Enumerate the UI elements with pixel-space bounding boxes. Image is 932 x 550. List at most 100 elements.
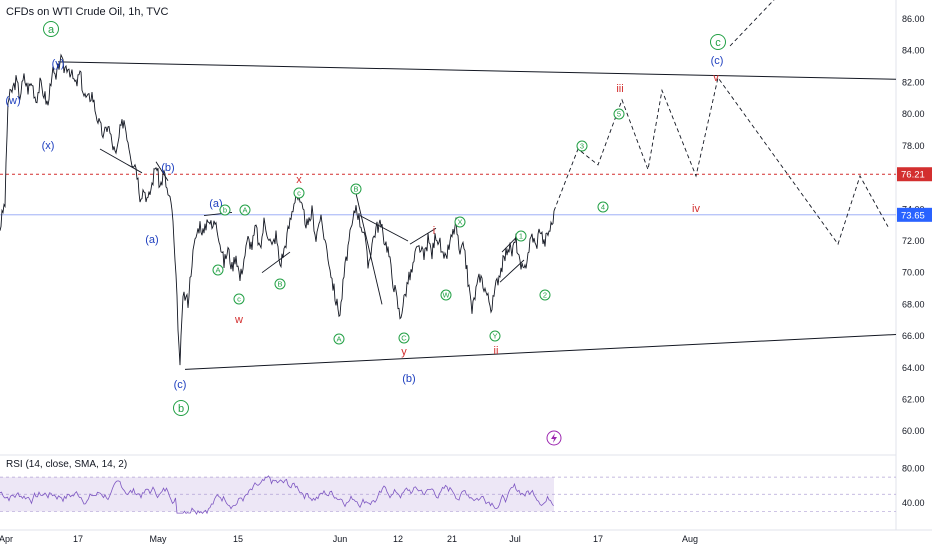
wave-label: y: [401, 346, 407, 358]
wave-label-circle: [212, 264, 224, 276]
y-tick-label: 66.00: [902, 331, 925, 341]
wave-label: iii: [616, 83, 623, 95]
wave-channel-6: [355, 193, 383, 305]
wave-label: (b): [161, 162, 174, 174]
wave-label: (c): [174, 379, 187, 391]
wave-label: c: [297, 189, 301, 198]
trendline-2: [184, 334, 897, 370]
x-tick-label: 12: [393, 534, 403, 544]
wave-label: 4: [601, 203, 605, 212]
x-tick-label: 15: [233, 534, 243, 544]
wave-label: ii: [494, 345, 499, 357]
wave-channel-9: [499, 259, 525, 283]
wave-label: (a): [209, 198, 222, 210]
wave-label: A: [336, 335, 341, 344]
x-tick-label: Aug: [682, 534, 698, 544]
rsi-tick-label: 80.00: [902, 464, 925, 474]
wave-label-circle: [539, 289, 551, 301]
y-tick-label: 72.00: [902, 236, 925, 246]
wave-label: c: [715, 37, 721, 49]
x-tick-label: 17: [73, 534, 83, 544]
wave-label-circle: [239, 204, 251, 216]
wave-label-circle: [43, 21, 59, 37]
wave-label: X: [457, 218, 462, 227]
wave-channel-7: [409, 227, 437, 245]
wave-label: (x): [42, 140, 55, 152]
wave-label-circle: [489, 330, 501, 342]
price-label-76-21: 76.21: [901, 170, 925, 181]
wave-label: C: [401, 334, 407, 343]
x-tick-label: May: [149, 534, 167, 544]
wave-label: iv: [692, 203, 700, 215]
wave-label: B: [277, 280, 282, 289]
wave-label: (y): [52, 58, 65, 70]
rsi-title: RSI (14, close, SMA, 14, 2): [6, 459, 128, 470]
wave-label: A: [215, 266, 220, 275]
wave-label-circle: [398, 332, 410, 344]
wave-label-circle: [613, 108, 625, 120]
wave-label: w: [234, 314, 243, 326]
wave-label: Y: [492, 332, 497, 341]
wave-label-circle: [333, 333, 345, 345]
x-tick-label: Jul: [509, 534, 521, 544]
x-tick-label: 21: [447, 534, 457, 544]
wave-label-circle: [219, 204, 231, 216]
wave-label-circle: [274, 278, 286, 290]
wave-label: a: [48, 24, 55, 36]
wave-label: b: [178, 403, 184, 415]
wave-label: (w): [5, 95, 20, 107]
y-tick-label: 60.00: [902, 426, 925, 436]
wave-label-circle: [440, 289, 452, 301]
y-tick-label: 68.00: [902, 299, 925, 309]
wave-label-circle: [576, 140, 588, 152]
chart-title: CFDs on WTI Crude Oil, 1h, TVC: [6, 6, 169, 18]
wave-label-circle: [293, 187, 305, 199]
wave-label: c: [237, 295, 241, 304]
wave-label-circle: [173, 400, 189, 416]
wave-label-circle: [710, 34, 726, 50]
wave-label: (a): [145, 234, 158, 246]
price-label-box-76-21: [897, 167, 932, 182]
wave-label: b: [223, 206, 227, 215]
wave-channel-1: [99, 148, 143, 174]
wave-label: 2: [543, 291, 547, 300]
y-tick-label: 70.00: [902, 268, 925, 278]
wave-label: 5: [617, 110, 621, 119]
wave-channel-4: [261, 251, 291, 274]
wave-label-circle: [597, 201, 609, 213]
projection-path: [553, 76, 889, 246]
wave-label-circle: [515, 230, 527, 242]
rsi-tick-label: 40.00: [902, 498, 925, 508]
wave-label: 1: [519, 232, 523, 241]
price-series-line: [0, 53, 555, 366]
wave-label-circle: [454, 216, 466, 228]
projection-up-path: [729, 0, 775, 47]
trendline-1: [57, 61, 897, 80]
y-tick-label: 82.00: [902, 77, 925, 87]
price-label-73-65: 73.65: [901, 210, 925, 221]
wave-label: i: [433, 225, 435, 237]
wave-label: W: [442, 291, 450, 300]
wave-label-circle: [350, 183, 362, 195]
wave-label: (b): [402, 373, 415, 385]
wave-label: (c): [711, 55, 724, 67]
wave-label-circle: [233, 293, 245, 305]
wave-label: x: [296, 174, 302, 186]
wave-label: 3: [580, 142, 584, 151]
x-tick-label: 17: [593, 534, 603, 544]
x-tick-label: Apr: [0, 534, 13, 544]
y-tick-label: 78.00: [902, 141, 925, 151]
wave-label: v: [713, 72, 719, 84]
wave-label: B: [353, 185, 358, 194]
x-tick-label: Jun: [333, 534, 348, 544]
wave-channel-5: [359, 215, 409, 242]
lightning-glyph: [551, 433, 557, 443]
y-tick-label: 62.00: [902, 395, 925, 405]
y-tick-label: 86.00: [902, 14, 925, 24]
y-tick-label: 80.00: [902, 109, 925, 119]
wave-label: A: [242, 206, 247, 215]
wave-channel-2: [155, 161, 169, 181]
y-tick-label: 84.00: [902, 46, 925, 56]
price-label-box-73-65: [897, 207, 932, 222]
